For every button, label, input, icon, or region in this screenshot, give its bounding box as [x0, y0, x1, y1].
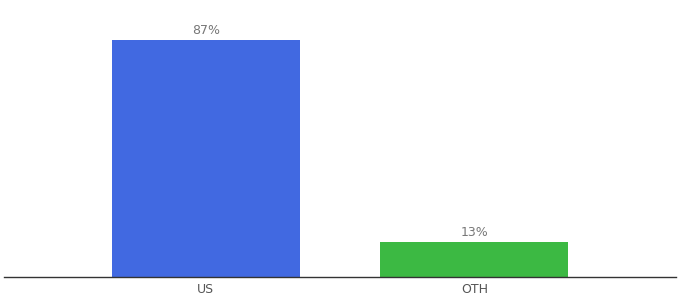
Text: 13%: 13%: [460, 226, 488, 239]
Bar: [380, 242, 568, 277]
Text: 87%: 87%: [192, 24, 220, 37]
Bar: [112, 40, 300, 277]
